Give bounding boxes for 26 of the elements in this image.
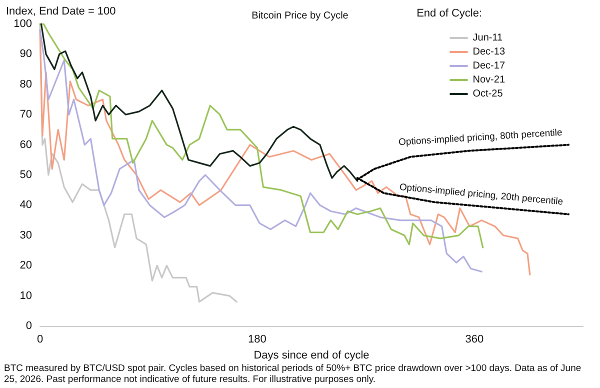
legend-label: Nov-21 <box>472 74 506 86</box>
y-tick-label: 90 <box>20 48 32 60</box>
y-tick-label: 30 <box>20 229 32 242</box>
y-tick-label: 50 <box>20 169 32 181</box>
x-tick-label: 0 <box>36 334 44 346</box>
y-tick-label: 70 <box>20 108 32 121</box>
y-tick-label: 10 <box>20 290 32 302</box>
y-tick-label: 80 <box>20 78 32 90</box>
y-tick-label: 100 <box>14 18 32 30</box>
x-axis-title: Days since end of cycle <box>254 349 370 362</box>
legend-label: Jun-11 <box>472 32 504 44</box>
annotation: Options-implied pricing, 20th percentile <box>398 182 564 208</box>
x-tick-label: 180 <box>248 334 266 346</box>
y-tick-label: 20 <box>20 260 32 272</box>
text: BTC measured by BTC/USD spot pair. Cycles based on historical periods of 50%+ BTC price drawdown over >100 days. Data as of June 25, 2026. Past performance not indicative of future results. For illustrative purposes only. <box>4 363 584 385</box>
legend-label: Dec-13 <box>472 46 506 58</box>
y-tick-label: 40 <box>20 199 32 212</box>
legend-label: Oct-25 <box>472 88 504 100</box>
y-tick-label: 0 <box>26 320 32 332</box>
legend-label: Dec-17 <box>472 60 506 72</box>
x-tick-label: 360 <box>465 334 484 346</box>
annotation: Options-implied pricing, 80th percentile <box>398 127 563 148</box>
chart-title: Bitcoin Price by Cycle <box>252 10 349 22</box>
legend-title: End of Cycle: <box>416 8 482 20</box>
y-tick-label: 60 <box>20 138 32 151</box>
y-axis-title: Index, End Date = 100 <box>6 6 116 18</box>
